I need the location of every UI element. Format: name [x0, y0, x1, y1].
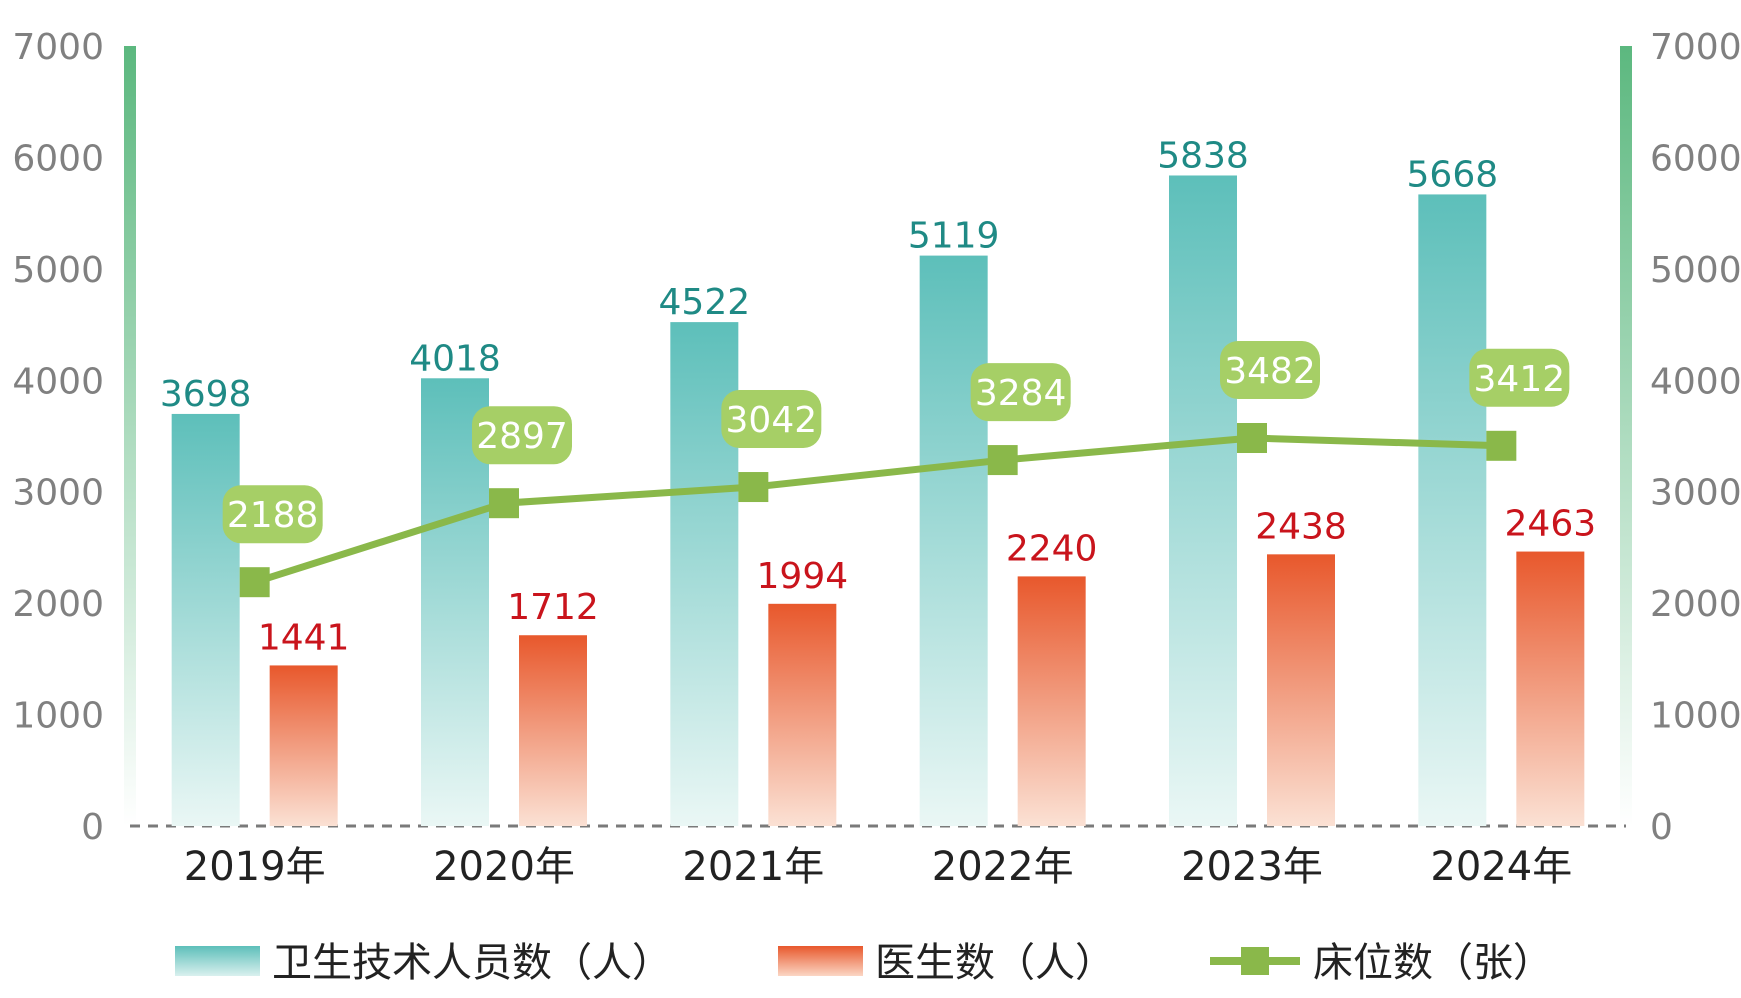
line-marker-beds [987, 445, 1018, 476]
x-tick-label: 2021年 [682, 844, 824, 890]
data-label-beds: 3042 [726, 400, 818, 441]
right-y-axis-ticks: 0 1000 2000 3000 4000 5000 6000 7000 [1650, 27, 1741, 848]
data-label-beds: 2188 [227, 495, 319, 536]
bar-staff [1169, 175, 1237, 827]
data-label-beds: 3482 [1224, 351, 1316, 392]
right-y-tick-label: 0 [1650, 807, 1673, 848]
right-axis-rail [1620, 46, 1632, 826]
legend-item-beds[interactable]: 床位数（张） [1210, 940, 1553, 986]
data-label-doctors: 1994 [757, 556, 849, 597]
data-label-beds: 3284 [975, 373, 1067, 414]
right-y-tick-label: 3000 [1650, 473, 1741, 514]
data-label-staff: 5119 [908, 216, 1000, 257]
left-y-tick-label: 2000 [12, 584, 104, 625]
legend-label-doctors: 医生数（人） [875, 940, 1115, 986]
legend-item-staff[interactable]: 卫生技术人员数（人） [175, 940, 672, 986]
line-marker-beds [489, 488, 519, 519]
data-label-staff: 5838 [1157, 135, 1249, 176]
bar-doctors [1267, 554, 1335, 826]
data-label-staff: 5668 [1407, 154, 1499, 195]
bars-group [171, 175, 1585, 827]
legend-marker-beds [1241, 947, 1269, 975]
left-y-tick-label: 4000 [12, 361, 104, 402]
legend-swatch-doctors [778, 946, 863, 976]
data-label-bubble-beds [472, 406, 572, 465]
legend-item-doctors[interactable]: 医生数（人） [778, 940, 1115, 986]
right-y-tick-label: 4000 [1650, 361, 1741, 402]
bar-doctors [1017, 576, 1086, 826]
bar-doctors [269, 665, 338, 826]
right-y-tick-label: 2000 [1650, 584, 1741, 625]
left-y-tick-label: 1000 [12, 696, 104, 737]
data-label-beds: 2897 [476, 416, 568, 457]
right-y-tick-label: 5000 [1650, 250, 1741, 291]
x-axis-ticks: 2019年 2020年 2021年 2022年 2023年 2024年 [184, 844, 1572, 890]
data-labels-group: 3698 1441 4018 1712 4522 1994 5119 2240 5838 2438… [160, 135, 1596, 658]
data-label-staff: 4018 [409, 338, 501, 379]
legend-swatch-staff [175, 946, 260, 976]
x-tick-label: 2024年 [1430, 844, 1572, 890]
data-label-doctors: 1712 [507, 587, 599, 628]
x-tick-label: 2019年 [184, 844, 326, 890]
legend-label-staff: 卫生技术人员数（人） [272, 940, 672, 986]
legend-label-beds: 床位数（张） [1313, 940, 1553, 986]
left-y-tick-label: 5000 [12, 250, 104, 291]
data-label-bubble-beds [222, 485, 323, 544]
line-marker-beds [239, 567, 270, 598]
bar-staff [171, 413, 240, 826]
bar-doctors [1516, 551, 1585, 826]
data-label-bubble-beds [1220, 341, 1320, 400]
data-label-doctors: 2438 [1255, 506, 1347, 547]
bar-staff [919, 255, 988, 826]
right-y-tick-label: 1000 [1650, 696, 1741, 737]
bar-doctors [519, 635, 587, 826]
data-label-doctors: 2463 [1505, 504, 1597, 545]
left-y-tick-label: 0 [81, 807, 104, 848]
data-label-bubble-beds [721, 390, 822, 449]
x-tick-label: 2023年 [1181, 844, 1323, 890]
right-y-tick-label: 6000 [1650, 138, 1741, 179]
x-tick-label: 2020年 [433, 844, 575, 890]
left-axis-rail [124, 46, 136, 826]
data-label-doctors: 2240 [1006, 528, 1098, 569]
left-y-tick-label: 7000 [12, 27, 104, 68]
line-marker-beds [738, 472, 769, 503]
line-marker-beds [1237, 423, 1267, 454]
line-beds [253, 434, 1502, 586]
line-series-group [239, 423, 1517, 598]
left-y-axis-ticks: 0 1000 2000 3000 4000 5000 6000 7000 [12, 27, 104, 848]
bar-staff [1418, 194, 1487, 826]
data-label-doctors: 1441 [258, 617, 350, 658]
x-tick-label: 2022年 [932, 844, 1074, 890]
left-y-tick-label: 3000 [12, 473, 104, 514]
legend: 卫生技术人员数（人） 医生数（人） 床位数（张） [175, 940, 1553, 986]
data-label-bubble-beds [1469, 348, 1570, 407]
bar-doctors [768, 603, 837, 826]
data-label-staff: 3698 [160, 374, 252, 415]
data-label-bubble-beds [970, 363, 1071, 422]
right-y-tick-label: 7000 [1650, 27, 1741, 68]
data-label-beds: 3412 [1474, 359, 1566, 400]
line-marker-beds [1486, 430, 1517, 461]
data-label-staff: 4522 [659, 282, 751, 323]
left-y-tick-label: 6000 [12, 138, 104, 179]
